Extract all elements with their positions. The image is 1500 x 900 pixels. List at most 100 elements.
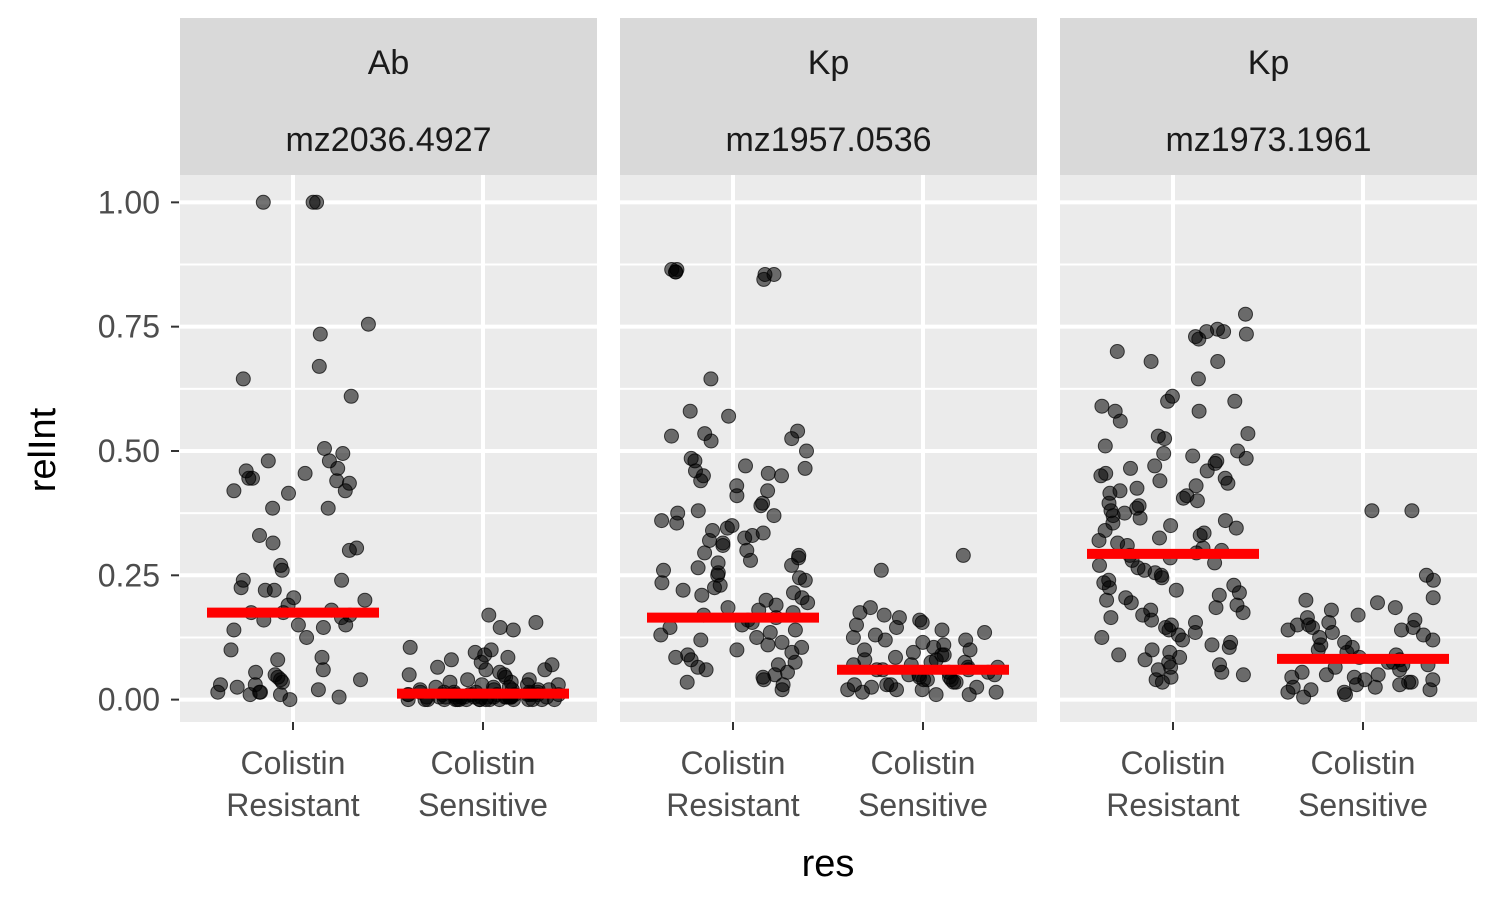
data-point xyxy=(760,483,776,499)
facet-strip xyxy=(1060,18,1477,175)
data-point xyxy=(797,460,813,476)
data-point xyxy=(314,649,330,665)
data-point xyxy=(330,460,346,476)
facet-strip-species: Ab xyxy=(368,44,410,82)
data-point xyxy=(1185,448,1201,464)
data-point xyxy=(478,662,494,678)
data-point xyxy=(1144,612,1159,628)
data-point xyxy=(1154,674,1170,690)
data-point xyxy=(693,632,709,648)
data-point xyxy=(698,662,714,678)
data-point xyxy=(226,483,242,499)
data-point xyxy=(255,194,271,210)
data-point xyxy=(241,470,257,486)
panel-background xyxy=(1060,175,1477,722)
data-point xyxy=(1190,371,1206,387)
data-point xyxy=(274,674,290,690)
data-point xyxy=(1163,518,1179,534)
data-point xyxy=(1217,513,1233,529)
data-point xyxy=(265,535,281,551)
data-point xyxy=(1189,493,1205,509)
data-point xyxy=(977,625,993,640)
data-point xyxy=(341,542,357,558)
data-point xyxy=(905,644,921,660)
data-point xyxy=(669,515,685,531)
data-point xyxy=(1216,324,1232,340)
data-point xyxy=(760,637,776,653)
data-point xyxy=(1101,580,1117,596)
data-point xyxy=(305,194,321,210)
data-point xyxy=(1392,662,1408,678)
data-point xyxy=(715,538,731,553)
data-point xyxy=(1199,463,1215,479)
data-point xyxy=(877,632,893,648)
data-point xyxy=(1091,533,1107,548)
data-point xyxy=(274,562,290,578)
y-axis-title: relInt xyxy=(22,407,64,492)
data-point xyxy=(1152,530,1167,546)
data-point xyxy=(762,625,778,640)
data-point xyxy=(1280,622,1296,638)
data-point xyxy=(1227,393,1243,409)
data-point xyxy=(248,664,264,680)
data-point xyxy=(948,674,964,690)
data-point xyxy=(876,607,892,623)
data-point xyxy=(1238,326,1254,342)
data-point xyxy=(270,652,286,668)
data-point xyxy=(654,575,670,591)
data-point xyxy=(1422,682,1438,698)
data-point xyxy=(1318,667,1334,683)
data-point xyxy=(320,500,336,516)
data-point xyxy=(873,562,889,578)
data-point xyxy=(210,684,226,700)
data-point xyxy=(481,607,497,623)
data-point xyxy=(1099,592,1115,608)
data-point xyxy=(703,371,719,387)
y-tick-label: 0.25 xyxy=(98,557,160,593)
data-point xyxy=(845,630,861,645)
data-point xyxy=(749,630,765,645)
data-point xyxy=(265,500,281,516)
data-point xyxy=(1129,480,1145,496)
x-tick-label: Colistin Sensitive xyxy=(418,745,548,823)
data-point xyxy=(656,562,671,578)
data-point xyxy=(707,580,722,596)
data-point xyxy=(233,580,249,596)
data-point xyxy=(855,684,870,700)
data-point xyxy=(654,513,670,529)
data-point xyxy=(1231,585,1247,601)
data-point xyxy=(668,264,684,280)
data-point xyxy=(315,620,331,635)
data-point xyxy=(1338,687,1353,703)
data-point xyxy=(774,468,789,484)
panel-background xyxy=(620,175,1037,722)
data-point xyxy=(229,679,245,695)
data-point xyxy=(343,388,359,404)
data-point xyxy=(492,620,508,635)
data-point xyxy=(226,622,242,638)
data-point xyxy=(679,674,695,690)
data-point xyxy=(780,664,795,680)
data-point xyxy=(1280,684,1296,700)
data-point xyxy=(1154,570,1170,586)
data-point xyxy=(337,483,353,499)
data-point xyxy=(756,672,772,688)
data-point xyxy=(962,642,978,658)
data-point xyxy=(310,682,326,698)
data-point xyxy=(889,620,904,635)
data-point xyxy=(1425,572,1441,588)
facet-strip xyxy=(620,18,1037,175)
data-point xyxy=(1425,590,1441,606)
data-point xyxy=(840,682,856,698)
data-point xyxy=(799,443,814,459)
facet-strip-mz: mz2036.4927 xyxy=(285,121,491,159)
data-point xyxy=(1097,438,1113,454)
data-point xyxy=(888,649,903,665)
data-point xyxy=(800,595,816,611)
data-point xyxy=(988,684,1004,700)
data-point xyxy=(914,682,930,698)
data-point xyxy=(331,689,347,705)
data-point xyxy=(1367,679,1383,695)
data-point xyxy=(690,503,706,519)
data-point xyxy=(784,557,800,573)
